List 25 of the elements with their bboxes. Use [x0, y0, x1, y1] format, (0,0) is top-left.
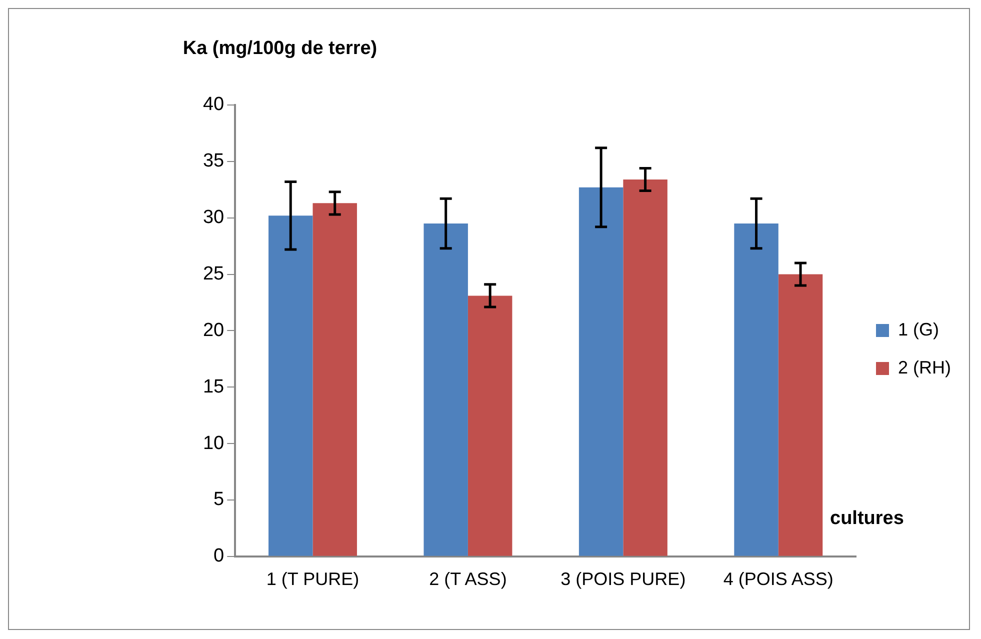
- bar: [623, 179, 668, 556]
- legend-label: 2 (RH): [898, 357, 951, 378]
- bar: [778, 274, 823, 556]
- x-tick-label: 2 (T ASS): [429, 569, 507, 590]
- y-tick-label: 40: [202, 94, 224, 116]
- y-tick-label: 15: [202, 376, 224, 398]
- y-tick-label: 10: [202, 432, 224, 454]
- x-tick-label: 3 (POIS PURE): [560, 569, 686, 590]
- bar: [468, 296, 512, 556]
- y-tick-label: 0: [214, 546, 224, 567]
- y-tick-label: 20: [202, 320, 224, 341]
- bar: [268, 216, 313, 556]
- bar: [312, 203, 357, 556]
- y-axis-title: Ka (mg/100g de terre): [182, 37, 378, 61]
- y-tick-label: 25: [202, 264, 224, 285]
- bar: [578, 187, 624, 556]
- y-tick-label: 30: [202, 207, 224, 228]
- y-tick-label: 35: [202, 150, 224, 172]
- legend-label: 1 (G): [898, 319, 940, 340]
- y-tick-label: 5: [214, 489, 224, 510]
- bar: [734, 223, 778, 556]
- x-tick-label: 1 (T PURE): [266, 569, 360, 590]
- x-tick-label: 4 (POIS ASS): [723, 569, 834, 590]
- x-axis-title: cultures: [830, 508, 904, 530]
- bar: [424, 223, 468, 556]
